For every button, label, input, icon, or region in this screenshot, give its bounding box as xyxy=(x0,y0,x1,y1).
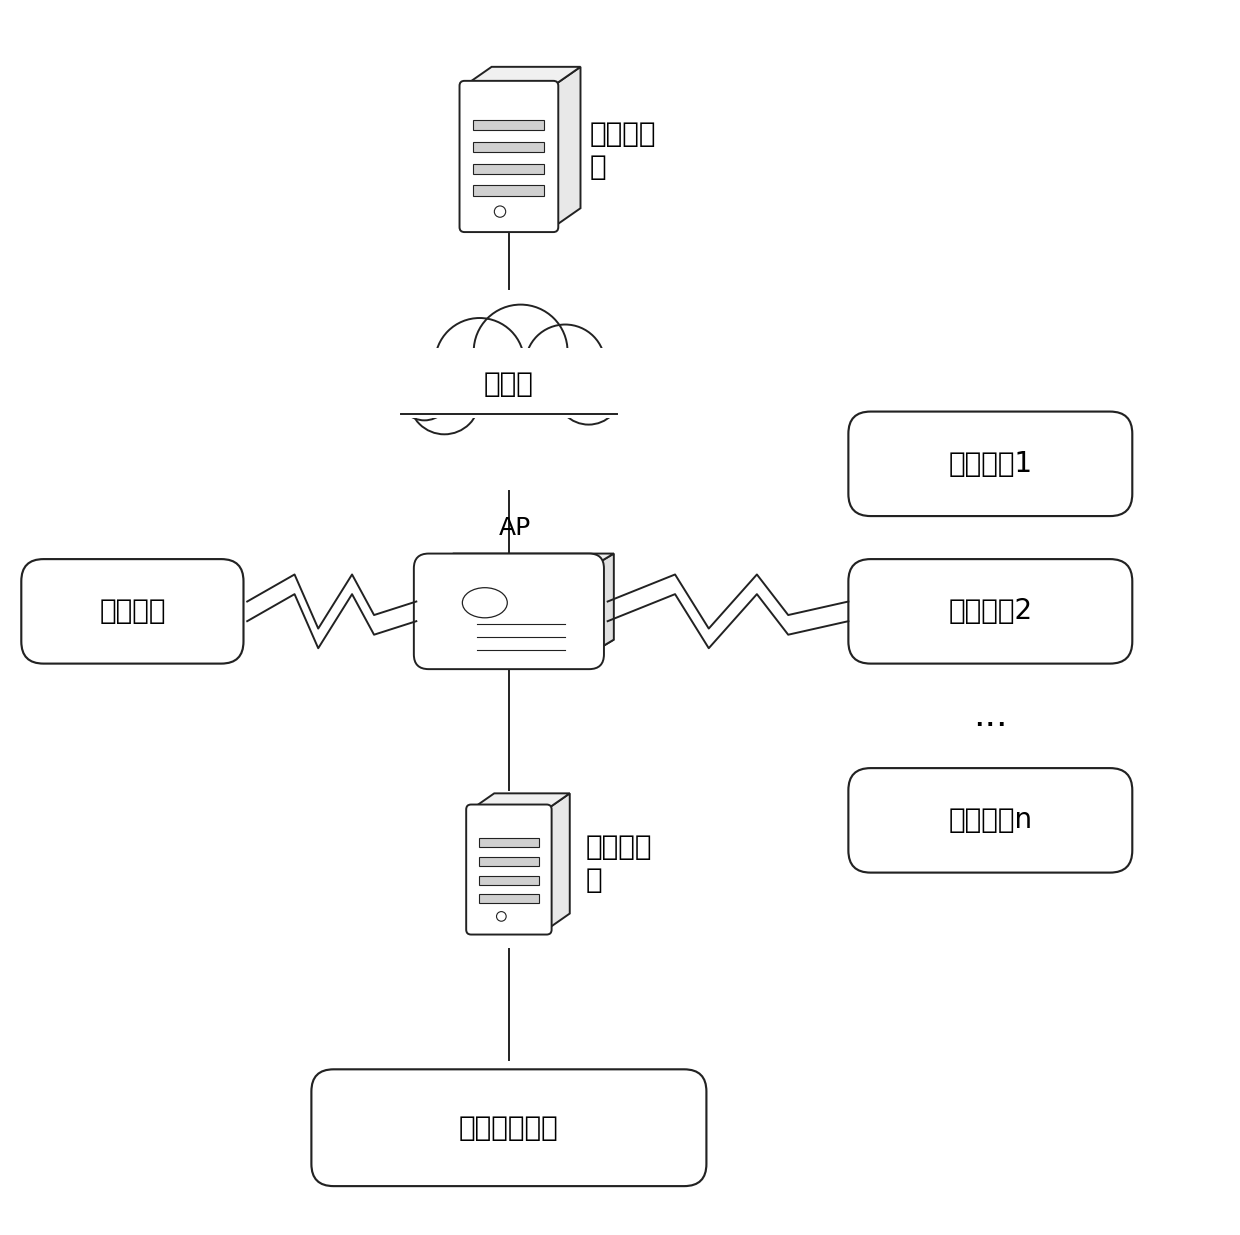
Bar xyxy=(479,839,539,847)
FancyBboxPatch shape xyxy=(848,411,1132,516)
Bar xyxy=(479,876,539,884)
Polygon shape xyxy=(429,553,614,568)
Ellipse shape xyxy=(463,588,507,618)
Bar xyxy=(479,894,539,903)
Text: 大屏显示装置: 大屏显示装置 xyxy=(459,1114,559,1141)
Circle shape xyxy=(399,369,450,420)
FancyBboxPatch shape xyxy=(414,553,604,669)
Text: ...: ... xyxy=(973,699,1008,732)
Bar xyxy=(474,185,544,196)
Text: 学生终端n: 学生终端n xyxy=(949,806,1033,835)
Polygon shape xyxy=(553,67,580,227)
Bar xyxy=(474,142,544,152)
Bar xyxy=(479,857,539,866)
Circle shape xyxy=(409,364,480,435)
Circle shape xyxy=(435,317,525,406)
Polygon shape xyxy=(547,793,569,930)
Polygon shape xyxy=(429,640,614,655)
FancyBboxPatch shape xyxy=(848,768,1132,873)
FancyBboxPatch shape xyxy=(848,559,1132,663)
Bar xyxy=(474,163,544,174)
Text: 学生终端2: 学生终端2 xyxy=(949,598,1033,625)
Text: 同屏加速
器: 同屏加速 器 xyxy=(585,834,652,894)
Text: AP: AP xyxy=(498,516,531,540)
Polygon shape xyxy=(589,553,614,655)
Circle shape xyxy=(495,206,506,217)
FancyBboxPatch shape xyxy=(311,1070,707,1186)
Circle shape xyxy=(526,325,605,404)
Text: 教师终端: 教师终端 xyxy=(99,598,166,625)
Polygon shape xyxy=(471,793,569,809)
Bar xyxy=(394,347,624,417)
Bar xyxy=(474,120,544,131)
FancyBboxPatch shape xyxy=(466,804,552,935)
Polygon shape xyxy=(465,67,580,85)
Circle shape xyxy=(556,359,621,425)
Text: 互联网: 互联网 xyxy=(484,370,534,398)
FancyBboxPatch shape xyxy=(21,559,243,663)
Circle shape xyxy=(474,305,568,398)
Circle shape xyxy=(496,911,506,921)
Text: 后台服务
器: 后台服务 器 xyxy=(589,120,656,180)
FancyBboxPatch shape xyxy=(460,80,558,232)
Text: 学生终端1: 学生终端1 xyxy=(949,450,1033,478)
